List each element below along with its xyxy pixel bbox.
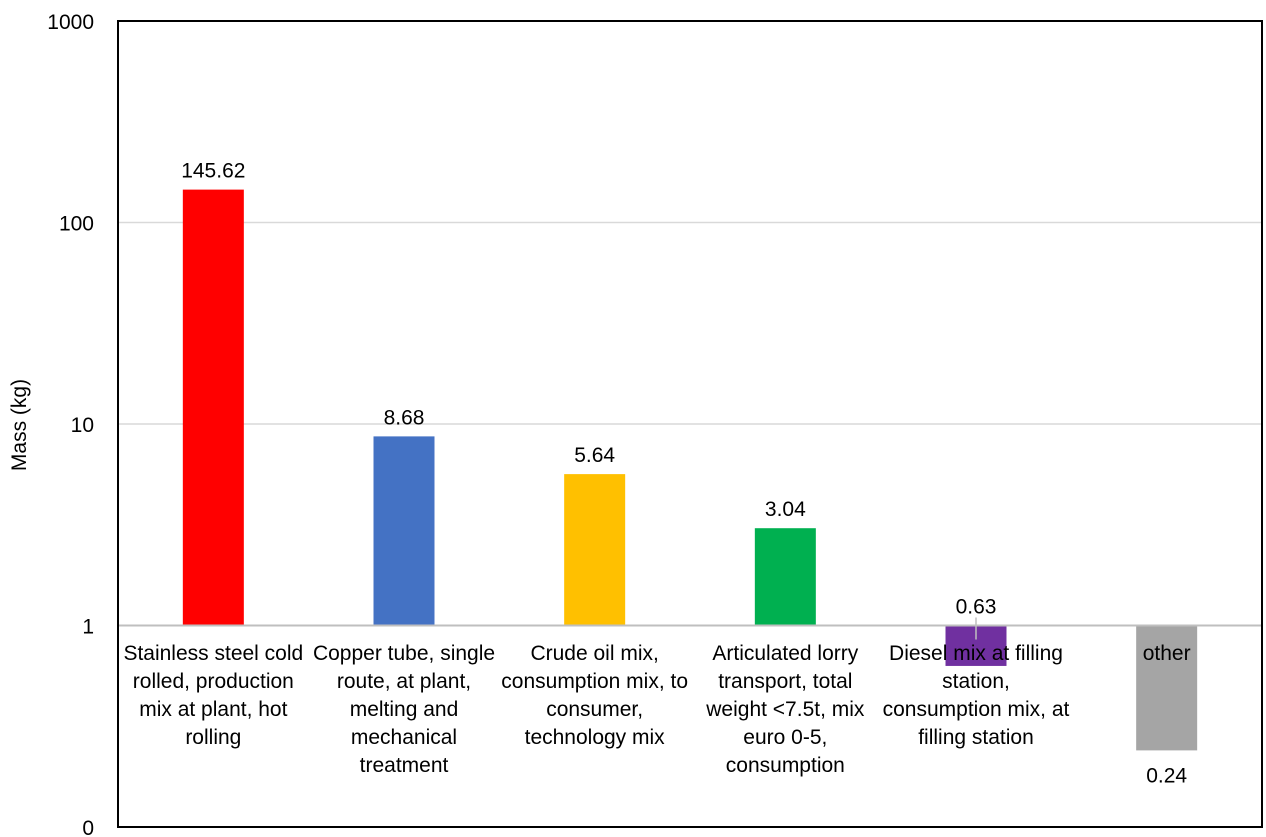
data-label: 0.63 bbox=[956, 596, 997, 619]
bar bbox=[182, 189, 244, 626]
bars bbox=[182, 189, 1198, 751]
x-category-label: Crude oil mix, consumption mix, to consu… bbox=[501, 641, 689, 749]
data-label: 145.62 bbox=[181, 160, 245, 183]
y-tick-label: 0 bbox=[82, 817, 94, 837]
axes bbox=[117, 20, 1263, 828]
bar bbox=[1136, 625, 1198, 751]
x-category-label: Articulated lorry transport, total weigh… bbox=[706, 641, 865, 777]
data-label: 0.24 bbox=[1146, 764, 1187, 787]
bar bbox=[754, 528, 816, 626]
x-category-label: Stainless steel cold rolled, production … bbox=[123, 641, 304, 749]
plot-frame bbox=[117, 20, 1263, 828]
data-labels: 145.62 8.68 5.64 3.04 0.63 0.24 bbox=[181, 160, 1187, 788]
y-tick-label: 1 bbox=[82, 616, 94, 639]
bar bbox=[373, 436, 435, 626]
y-tick-label: 100 bbox=[59, 213, 94, 236]
data-label: 3.04 bbox=[765, 498, 806, 521]
y-axis-label: Mass (kg) bbox=[8, 379, 31, 471]
x-category-label: other bbox=[1142, 641, 1191, 665]
bar bbox=[564, 474, 626, 626]
y-tick-label: 10 bbox=[71, 414, 94, 437]
data-label: 5.64 bbox=[574, 444, 615, 467]
x-category-label: Copper tube, single route, at plant, mel… bbox=[312, 641, 496, 777]
y-tick-label: 1000 bbox=[47, 11, 94, 34]
x-category-label: Diesel mix at filling station, consumpti… bbox=[882, 641, 1070, 749]
grid-lines bbox=[118, 221, 1262, 425]
data-label: 8.68 bbox=[384, 406, 425, 429]
